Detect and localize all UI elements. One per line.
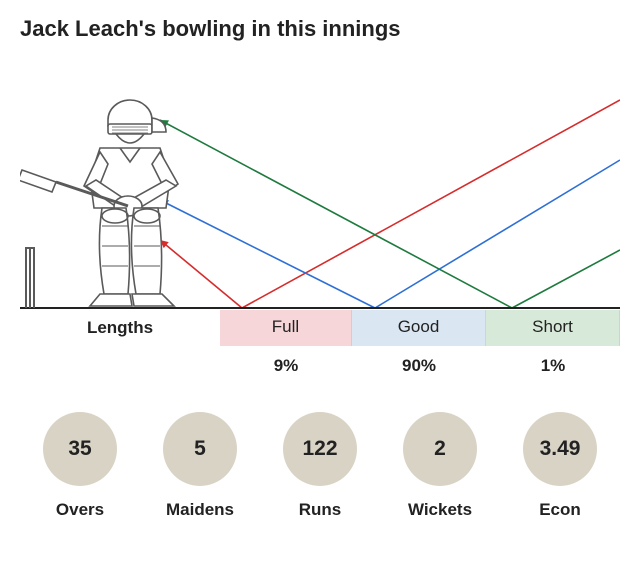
stat-label: Wickets xyxy=(408,500,472,520)
stat-wickets: 2 Wickets xyxy=(385,412,495,520)
length-pct-good: 90% xyxy=(352,346,486,382)
pitch-diagram xyxy=(20,60,620,310)
stat-maidens: 5 Maidens xyxy=(145,412,255,520)
length-pct-short: 1% xyxy=(486,346,620,382)
length-box-short: Short xyxy=(486,310,620,346)
pitch-svg xyxy=(20,60,620,310)
stat-label: Runs xyxy=(299,500,342,520)
stat-value: 122 xyxy=(283,412,357,486)
lengths-label: Lengths xyxy=(20,310,220,346)
length-pct-full: 9% xyxy=(220,346,352,382)
length-percent-row: 9%90%1% xyxy=(20,346,620,382)
stat-label: Econ xyxy=(539,500,581,520)
stat-value: 2 xyxy=(403,412,477,486)
length-box-good: Good xyxy=(352,310,486,346)
stat-value: 3.49 xyxy=(523,412,597,486)
stat-value: 5 xyxy=(163,412,237,486)
page-title: Jack Leach's bowling in this innings xyxy=(20,16,620,42)
stat-runs: 122 Runs xyxy=(265,412,375,520)
stat-label: Maidens xyxy=(166,500,234,520)
stat-overs: 35 Overs xyxy=(25,412,135,520)
length-row: LengthsFullGoodShort xyxy=(20,310,620,346)
stats-row: 35 Overs 5 Maidens 122 Runs 2 Wickets 3.49 Econ xyxy=(20,412,620,520)
stat-label: Overs xyxy=(56,500,104,520)
stat-econ: 3.49 Econ xyxy=(505,412,615,520)
stat-value: 35 xyxy=(43,412,117,486)
length-box-full: Full xyxy=(220,310,352,346)
